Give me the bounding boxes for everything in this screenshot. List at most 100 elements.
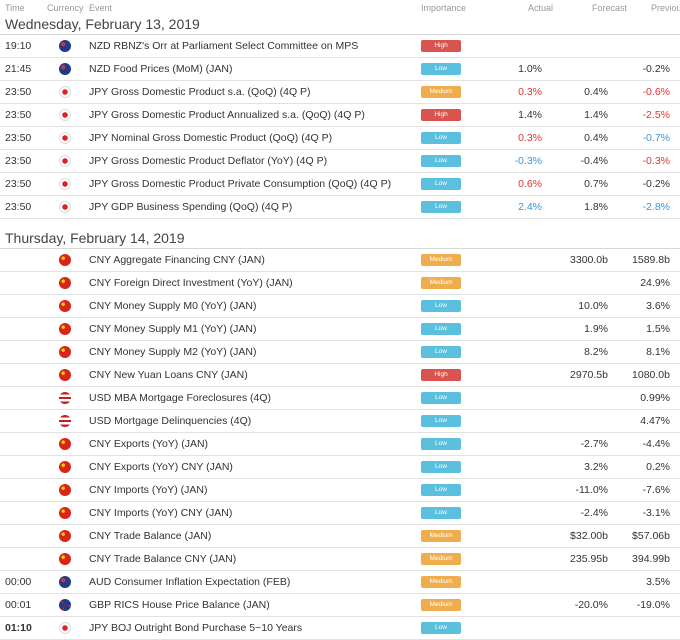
forecast-value: -2.4%	[580, 507, 608, 519]
cn-flag-icon	[59, 300, 71, 312]
table-row[interactable]: 00:00 AUD Consumer Inflation Expectation …	[0, 571, 680, 594]
cn-flag-icon	[59, 530, 71, 542]
event-name[interactable]: USD MBA Mortgage Foreclosures (4Q)	[89, 392, 272, 404]
table-row[interactable]: CNY New Yuan Loans CNY (JAN) High 2970.5b 1…	[0, 364, 680, 387]
table-row[interactable]: CNY Exports (YoY) (JAN) Low -2.7% -4.4%	[0, 433, 680, 456]
day-heading: Thursday, February 14, 2019	[0, 228, 680, 249]
previous-value: 3.5%	[646, 576, 670, 588]
us-flag-icon	[59, 415, 71, 427]
event-name[interactable]: JPY Gross Domestic Product s.a. (QoQ) (4…	[89, 86, 311, 98]
table-row[interactable]: CNY Money Supply M1 (YoY) (JAN) Low 1.9% 1.…	[0, 318, 680, 341]
event-time: 23:50	[5, 132, 32, 144]
event-time: 23:50	[5, 155, 32, 167]
table-row[interactable]: CNY Imports (YoY) (JAN) Low -11.0% -7.6%	[0, 479, 680, 502]
event-name[interactable]: JPY Gross Domestic Product Deflator (YoY…	[89, 155, 328, 167]
importance-badge: Low	[421, 63, 461, 75]
table-row[interactable]: 23:50 JPY Gross Domestic Product Annualiz…	[0, 104, 680, 127]
importance-badge: Low	[421, 323, 461, 335]
table-row[interactable]: 19:10 NZD RBNZ's Orr at Parliament Select…	[0, 35, 680, 58]
us-flag-icon	[59, 392, 71, 404]
header-forecast: Forecast	[592, 3, 628, 13]
event-name[interactable]: CNY Imports (YoY) CNY (JAN)	[89, 507, 233, 519]
event-name[interactable]: AUD Consumer Inflation Expectation (FEB)	[89, 576, 291, 588]
table-row[interactable]: 23:50 JPY Gross Domestic Product Deflator…	[0, 150, 680, 173]
table-row[interactable]: 01:10 JPY BOJ Outright Bond Purchase 5~10…	[0, 617, 680, 640]
event-name[interactable]: CNY Imports (YoY) (JAN)	[89, 484, 208, 496]
jp-flag-icon	[59, 178, 71, 190]
importance-badge: Low	[421, 300, 461, 312]
event-name[interactable]: CNY Exports (YoY) (JAN)	[89, 438, 209, 450]
forecast-value: 1.4%	[584, 109, 608, 121]
event-name[interactable]: JPY Nominal Gross Domestic Product (QoQ)…	[89, 132, 333, 144]
event-name[interactable]: CNY Foreign Direct Investment (YoY) (JAN…	[89, 277, 293, 289]
event-name[interactable]: CNY Money Supply M2 (YoY) (JAN)	[89, 346, 257, 358]
previous-value: -0.6%	[642, 86, 670, 98]
forecast-value: -20.0%	[574, 599, 608, 611]
table-row[interactable]: CNY Money Supply M0 (YoY) (JAN) Low 10.0% 3…	[0, 295, 680, 318]
table-header: Time Currency Event Importance Actual Fo…	[0, 0, 680, 14]
cn-flag-icon	[59, 507, 71, 519]
importance-badge: Low	[421, 438, 461, 450]
previous-value: -7.6%	[642, 484, 670, 496]
table-row[interactable]: CNY Aggregate Financing CNY (JAN) Medium 3…	[0, 249, 680, 272]
table-row[interactable]: CNY Money Supply M2 (YoY) (JAN) Low 8.2% 8.…	[0, 341, 680, 364]
previous-value: 0.99%	[640, 392, 670, 404]
event-name[interactable]: JPY Gross Domestic Product Annualized s.…	[89, 109, 365, 121]
forecast-value: 3300.0b	[570, 254, 608, 266]
cn-flag-icon	[59, 323, 71, 335]
event-name[interactable]: JPY GDP Business Spending (QoQ) (4Q P)	[89, 201, 293, 213]
event-name[interactable]: CNY Aggregate Financing CNY (JAN)	[89, 254, 265, 266]
previous-value: -0.7%	[642, 132, 670, 144]
table-row[interactable]: 21:45 NZD Food Prices (MoM) (JAN) Low 1.0% -…	[0, 58, 680, 81]
table-row[interactable]: CNY Trade Balance CNY (JAN) Medium 235.95b…	[0, 548, 680, 571]
event-name[interactable]: JPY Gross Domestic Product Private Consu…	[89, 178, 392, 190]
header-currency: Currency	[47, 3, 84, 13]
table-row[interactable]: 23:50 JPY GDP Business Spending (QoQ) (4Q…	[0, 196, 680, 219]
event-name[interactable]: NZD Food Prices (MoM) (JAN)	[89, 63, 233, 75]
importance-badge: Low	[421, 484, 461, 496]
event-time: 00:01	[5, 599, 32, 611]
event-time: 00:00	[5, 576, 32, 588]
event-name[interactable]: CNY New Yuan Loans CNY (JAN)	[89, 369, 248, 381]
previous-value: -4.4%	[642, 438, 670, 450]
importance-badge: Medium	[421, 277, 461, 289]
table-row[interactable]: CNY Trade Balance (JAN) Medium $32.00b $57.…	[0, 525, 680, 548]
event-name[interactable]: GBP RICS House Price Balance (JAN)	[89, 599, 270, 611]
table-row[interactable]: 00:01 GBP RICS House Price Balance (JAN) M…	[0, 594, 680, 617]
cn-flag-icon	[59, 438, 71, 450]
forecast-value: 235.95b	[570, 553, 608, 565]
event-name[interactable]: USD Mortgage Delinquencies (4Q)	[89, 415, 252, 427]
jp-flag-icon	[59, 155, 71, 167]
event-name[interactable]: NZD RBNZ's Orr at Parliament Select Comm…	[89, 40, 359, 52]
event-name[interactable]: CNY Exports (YoY) CNY (JAN)	[89, 461, 233, 473]
event-name[interactable]: JPY BOJ Outright Bond Purchase 5~10 Year…	[89, 622, 303, 634]
event-name[interactable]: CNY Money Supply M1 (YoY) (JAN)	[89, 323, 257, 335]
event-name[interactable]: CNY Money Supply M0 (YoY) (JAN)	[89, 300, 257, 312]
previous-value: $57.06b	[632, 530, 670, 542]
table-row[interactable]: CNY Exports (YoY) CNY (JAN) Low 3.2% 0.2%	[0, 456, 680, 479]
event-time: 23:50	[5, 201, 32, 213]
previous-value: -2.8%	[642, 201, 670, 213]
cn-flag-icon	[59, 346, 71, 358]
cn-flag-icon	[59, 277, 71, 289]
day-heading: Wednesday, February 13, 2019	[0, 14, 680, 35]
header-event: Event	[89, 3, 113, 13]
previous-value: 0.2%	[646, 461, 670, 473]
nz-flag-icon	[59, 40, 71, 52]
table-row[interactable]: 23:50 JPY Gross Domestic Product s.a. (Qo…	[0, 81, 680, 104]
table-row[interactable]: CNY Imports (YoY) CNY (JAN) Low -2.4% -3.1%	[0, 502, 680, 525]
table-row[interactable]: USD MBA Mortgage Foreclosures (4Q) Low 0.9…	[0, 387, 680, 410]
importance-badge: High	[421, 369, 461, 381]
importance-badge: High	[421, 40, 461, 52]
nz-flag-icon	[59, 63, 71, 75]
forecast-value: 0.4%	[584, 86, 608, 98]
table-row[interactable]: 23:50 JPY Gross Domestic Product Private …	[0, 173, 680, 196]
event-name[interactable]: CNY Trade Balance CNY (JAN)	[89, 553, 237, 565]
table-row[interactable]: 23:50 JPY Nominal Gross Domestic Product …	[0, 127, 680, 150]
table-row[interactable]: USD Mortgage Delinquencies (4Q) Low 4.47%	[0, 410, 680, 433]
previous-value: -0.2%	[642, 63, 670, 75]
forecast-value: -11.0%	[575, 484, 609, 496]
event-name[interactable]: CNY Trade Balance (JAN)	[89, 530, 212, 542]
importance-badge: Low	[421, 132, 461, 144]
table-row[interactable]: CNY Foreign Direct Investment (YoY) (JAN…	[0, 272, 680, 295]
